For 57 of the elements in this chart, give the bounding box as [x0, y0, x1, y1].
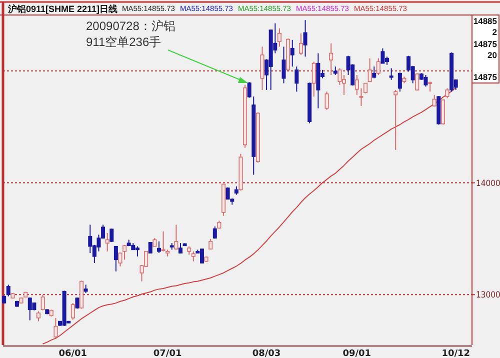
candlestick [148, 242, 152, 254]
candlestick [364, 82, 368, 94]
text: 14885 [473, 16, 498, 26]
candlestick [376, 58, 380, 76]
text: 14875 [473, 72, 498, 82]
y-tick-label: 13000 [476, 290, 500, 301]
annotation: 20090728：沪铝911空单236手 [86, 18, 176, 50]
candlestick [191, 250, 196, 262]
candlestick [298, 32, 303, 56]
candlestick [36, 310, 40, 322]
candlestick [312, 61, 316, 98]
x-tick-label: 10/12 [442, 349, 470, 358]
candlestick [415, 72, 420, 92]
candlestick [88, 224, 92, 254]
candlestick [174, 224, 178, 250]
candlestick [368, 58, 372, 83]
candlestick [372, 66, 376, 79]
candlestick [282, 46, 286, 84]
candlestick [398, 72, 402, 92]
candlestick [329, 42, 334, 76]
chart-title: 沪铝0911[SHME 2211]日线 [7, 4, 118, 14]
candlestick [208, 238, 213, 250]
candlestick [54, 317, 58, 338]
x-tick-label: 09/01 [342, 349, 372, 358]
candlestick [70, 302, 75, 320]
candlestick [294, 66, 299, 92]
candlestick [156, 240, 161, 254]
x-tick-label: 06/01 [58, 349, 88, 358]
text: 14875 [473, 39, 498, 49]
candlestick [324, 91, 329, 110]
candlestick [428, 81, 432, 92]
candlestick [424, 74, 428, 88]
text: 20 [488, 50, 498, 60]
candlestick [445, 88, 450, 99]
candlestick [105, 232, 110, 252]
candlestick [260, 46, 264, 90]
candlestick [338, 68, 342, 86]
candlestick [40, 294, 45, 311]
x-tick-label: 07/01 [153, 349, 182, 358]
candlestick [135, 246, 140, 257]
candlestick [122, 244, 127, 260]
candlestick [28, 296, 32, 321]
candlestick [114, 246, 118, 272]
text: 2 [492, 27, 498, 37]
candlestick [6, 284, 10, 297]
candlestick [394, 89, 398, 150]
candlestick [277, 28, 282, 48]
candlestick [178, 242, 182, 254]
candlestick [110, 228, 114, 243]
candlestick [440, 98, 445, 126]
x-tick-label: 08/03 [252, 349, 281, 358]
candlestick [389, 68, 394, 80]
candlestick [380, 48, 385, 64]
candlestick [290, 39, 294, 68]
y-tick-label: 14000 [476, 178, 500, 189]
candlestick [212, 226, 217, 240]
candlestick [303, 20, 308, 58]
